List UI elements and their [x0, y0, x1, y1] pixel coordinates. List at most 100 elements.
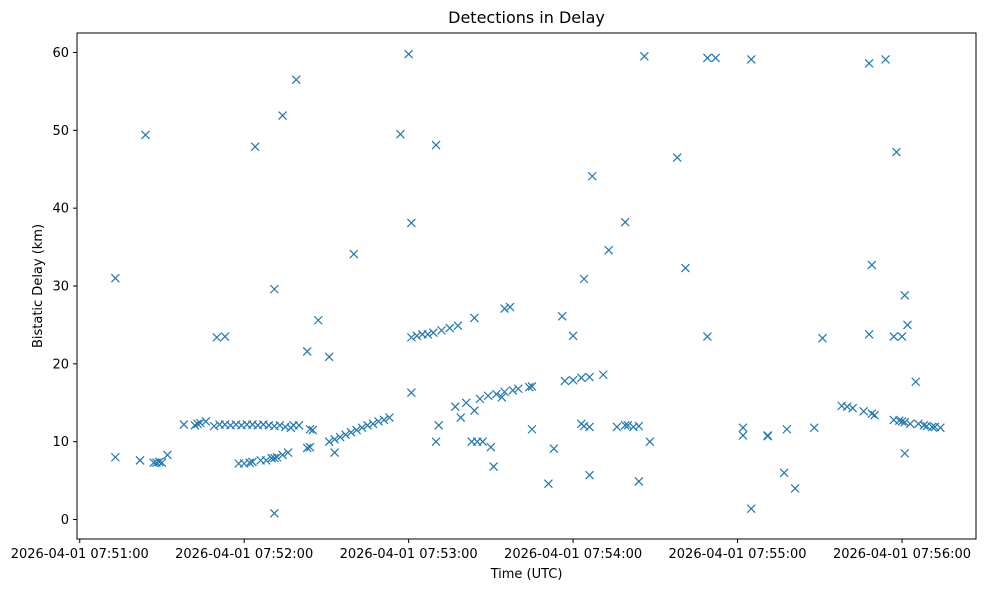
data-point-marker — [272, 452, 282, 462]
data-point-marker — [549, 444, 559, 454]
data-point-marker — [291, 75, 301, 85]
data-point-marker — [818, 333, 827, 343]
data-point-marker — [527, 381, 537, 391]
data-point-marker — [576, 373, 586, 383]
data-point-marker — [469, 406, 479, 415]
data-point-marker — [585, 470, 594, 480]
data-point-marker — [505, 302, 515, 312]
data-point-marker — [478, 437, 488, 447]
data-point-marker — [867, 260, 877, 270]
data-point-marker — [324, 352, 334, 362]
y-tick-label: 20 — [52, 357, 69, 372]
data-point-marker — [897, 332, 907, 342]
data-point-marker — [892, 147, 901, 157]
data-point-marker — [864, 329, 874, 339]
data-point-marker — [604, 245, 614, 255]
y-tick-label: 10 — [52, 435, 69, 450]
data-point-marker — [527, 424, 537, 434]
y-tick-label: 60 — [52, 46, 69, 61]
y-tick-label: 0 — [61, 513, 69, 528]
data-point-marker — [278, 450, 287, 460]
data-point-marker — [110, 452, 120, 462]
data-point-marker — [335, 432, 345, 442]
data-point-marker — [489, 462, 499, 472]
data-point-marker — [612, 422, 622, 432]
data-point-marker — [456, 413, 466, 422]
data-point-marker — [330, 448, 340, 458]
data-point-marker — [914, 419, 923, 429]
data-point-marker — [220, 332, 230, 342]
data-point-marker — [560, 376, 570, 386]
x-tick-label: 2026-04-01 07:52:00 — [175, 547, 313, 562]
data-point-marker — [431, 140, 441, 150]
data-point-marker — [209, 421, 219, 431]
data-point-marker — [330, 434, 340, 444]
data-point-marker — [412, 331, 422, 341]
x-tick-label: 2026-04-01 07:54:00 — [504, 547, 642, 562]
data-point-marker — [568, 331, 578, 341]
data-point-marker — [746, 55, 756, 64]
data-point-marker — [179, 420, 189, 429]
data-point-marker — [634, 421, 644, 431]
data-point-marker — [346, 427, 356, 437]
data-point-marker — [406, 332, 416, 342]
data-point-marker — [352, 425, 361, 435]
data-point-marker — [681, 263, 690, 273]
data-point-marker — [867, 409, 877, 419]
data-point-marker — [779, 468, 789, 478]
data-point-marker — [212, 332, 222, 342]
data-point-marker — [363, 420, 372, 430]
data-point-marker — [308, 425, 318, 435]
data-point-marker — [135, 455, 145, 465]
data-point-marker — [428, 328, 438, 338]
y-tick-label: 30 — [52, 280, 69, 295]
data-point-marker — [579, 274, 589, 284]
data-point-marker — [782, 424, 792, 434]
data-point-marker — [702, 53, 712, 63]
data-point-marker — [672, 153, 682, 162]
data-point-marker — [154, 457, 164, 467]
data-point-marker — [247, 457, 257, 467]
x-tick-label: 2026-04-01 07:55:00 — [669, 547, 807, 562]
data-point-marker — [349, 249, 359, 259]
data-point-marker — [341, 430, 351, 440]
data-point-marker — [746, 504, 756, 514]
data-point-marker — [919, 420, 929, 430]
data-point-marker — [283, 448, 293, 458]
data-point-marker — [900, 290, 910, 300]
data-point-marker — [434, 420, 444, 430]
data-point-marker — [305, 442, 315, 452]
data-point-marker — [864, 58, 874, 68]
data-point-marker — [587, 171, 597, 181]
data-point-marker — [524, 382, 534, 392]
data-point-marker — [163, 450, 172, 460]
data-point-marker — [620, 420, 630, 430]
data-point-marker — [269, 453, 279, 463]
points-layer — [110, 49, 945, 518]
data-point-marker — [423, 329, 433, 339]
data-point-marker — [475, 394, 485, 404]
data-point-marker — [431, 437, 441, 447]
data-point-marker — [702, 332, 712, 342]
data-point-marker — [406, 388, 416, 398]
data-point-marker — [406, 218, 416, 228]
data-point-marker — [157, 458, 167, 468]
data-point-marker — [450, 402, 460, 412]
data-point-marker — [848, 403, 858, 413]
data-point-marker — [379, 415, 389, 425]
data-point-marker — [500, 387, 509, 397]
data-point-marker — [483, 391, 493, 401]
data-point-marker — [250, 142, 260, 152]
data-point-marker — [889, 332, 899, 342]
plot-area-frame — [76, 32, 977, 540]
data-point-marker — [110, 273, 120, 283]
data-point-marker — [585, 372, 594, 382]
data-point-marker — [305, 424, 315, 434]
data-point-marker — [897, 417, 907, 426]
data-point-marker — [453, 321, 463, 331]
data-point-marker — [368, 419, 378, 429]
x-tick-label: 2026-04-01 07:51:00 — [11, 547, 149, 562]
data-point-marker — [385, 413, 394, 422]
